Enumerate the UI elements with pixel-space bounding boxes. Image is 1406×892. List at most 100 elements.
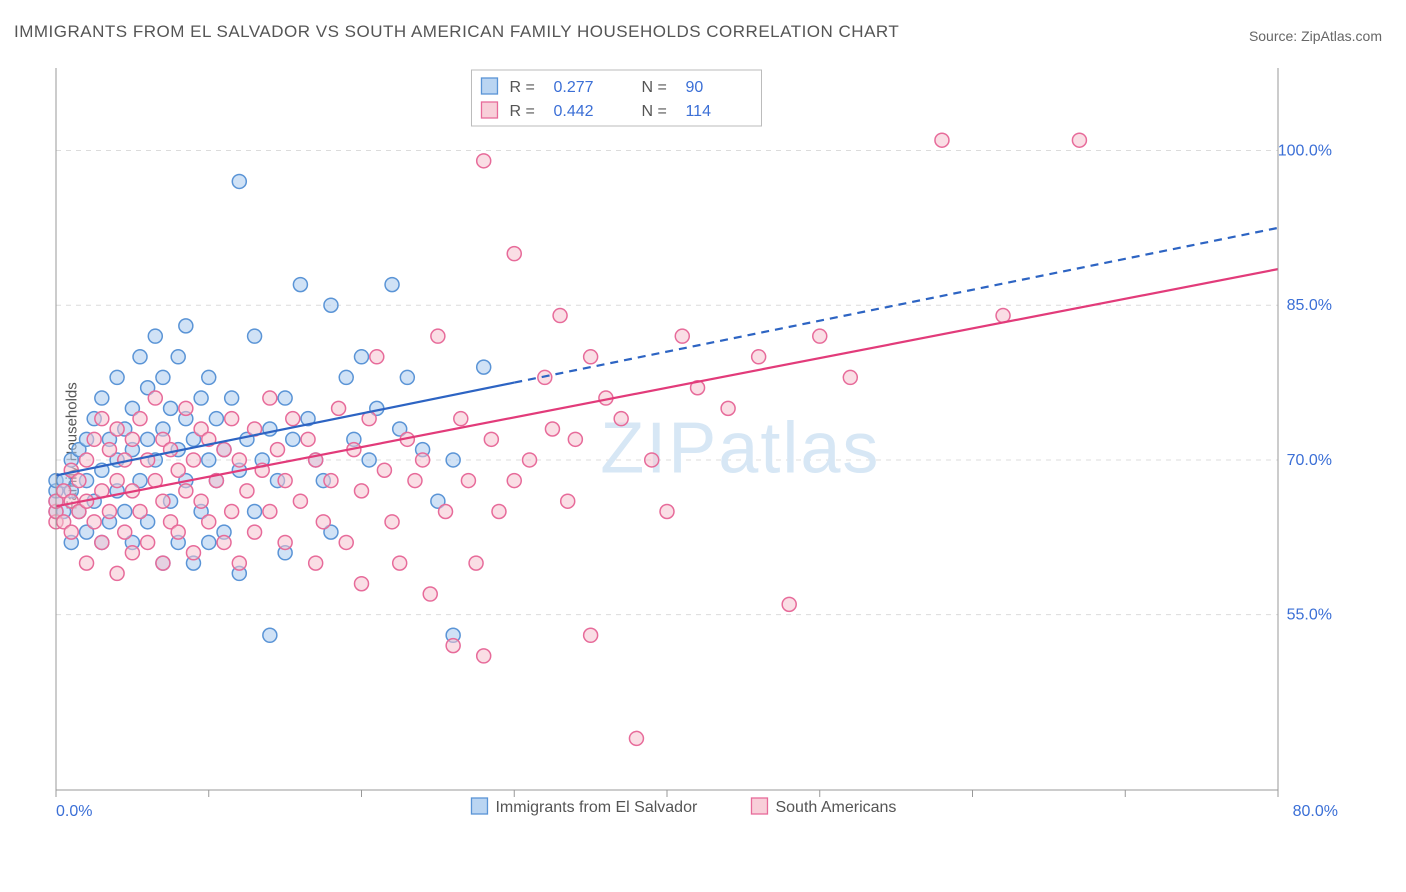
bottom-legend-label: Immigrants from El Salvador xyxy=(495,799,698,816)
data-point xyxy=(645,453,659,467)
data-point xyxy=(439,505,453,519)
data-point xyxy=(248,525,262,539)
data-point xyxy=(393,556,407,570)
data-point xyxy=(431,329,445,343)
data-point xyxy=(843,370,857,384)
data-point xyxy=(125,432,139,446)
data-point xyxy=(110,422,124,436)
data-point xyxy=(179,484,193,498)
data-point xyxy=(133,350,147,364)
data-point xyxy=(148,391,162,405)
data-point xyxy=(217,443,231,457)
data-point xyxy=(935,133,949,147)
data-point xyxy=(171,350,185,364)
data-point xyxy=(118,525,132,539)
data-point xyxy=(355,484,369,498)
data-point xyxy=(156,370,170,384)
data-point xyxy=(248,329,262,343)
legend-r-label: R = xyxy=(509,79,534,96)
data-point xyxy=(545,422,559,436)
legend-n-value: 114 xyxy=(685,103,711,120)
watermark: ZIPatlas xyxy=(600,408,880,488)
data-point xyxy=(217,535,231,549)
data-point xyxy=(523,453,537,467)
data-point xyxy=(232,556,246,570)
data-point xyxy=(263,391,277,405)
data-point xyxy=(324,474,338,488)
data-point xyxy=(507,474,521,488)
y-tick-label: 85.0% xyxy=(1287,297,1332,314)
data-point xyxy=(278,391,292,405)
data-point xyxy=(675,329,689,343)
data-point xyxy=(461,474,475,488)
data-point xyxy=(629,731,643,745)
data-point xyxy=(477,649,491,663)
data-point xyxy=(385,515,399,529)
data-point xyxy=(721,401,735,415)
data-point xyxy=(561,494,575,508)
bottom-legend-swatch xyxy=(471,798,487,814)
legend-r-value: 0.277 xyxy=(553,79,593,96)
x-tick-label: 0.0% xyxy=(56,803,92,820)
data-point xyxy=(232,174,246,188)
data-point xyxy=(202,535,216,549)
data-point xyxy=(385,278,399,292)
legend-swatch xyxy=(481,78,497,94)
chart-title: IMMIGRANTS FROM EL SALVADOR VS SOUTH AME… xyxy=(14,22,899,42)
data-point xyxy=(332,401,346,415)
data-point xyxy=(477,154,491,168)
data-point xyxy=(339,535,353,549)
y-tick-label: 100.0% xyxy=(1278,143,1332,160)
data-point xyxy=(446,453,460,467)
source-label: Source: ZipAtlas.com xyxy=(1249,28,1382,44)
data-point xyxy=(553,309,567,323)
data-point xyxy=(584,350,598,364)
data-point xyxy=(110,566,124,580)
data-point xyxy=(477,360,491,374)
data-point xyxy=(278,535,292,549)
data-point xyxy=(141,432,155,446)
x-tick-label: 80.0% xyxy=(1293,803,1338,820)
data-point xyxy=(446,639,460,653)
data-point xyxy=(813,329,827,343)
data-point xyxy=(110,474,124,488)
data-point xyxy=(286,432,300,446)
data-point xyxy=(309,556,323,570)
data-point xyxy=(614,412,628,426)
data-point xyxy=(164,401,178,415)
data-point xyxy=(148,329,162,343)
data-point xyxy=(484,432,498,446)
data-point xyxy=(408,474,422,488)
data-point xyxy=(141,535,155,549)
data-point xyxy=(752,350,766,364)
data-point xyxy=(202,370,216,384)
data-point xyxy=(377,463,391,477)
data-point xyxy=(95,412,109,426)
data-point xyxy=(660,505,674,519)
data-point xyxy=(454,412,468,426)
data-point xyxy=(225,412,239,426)
data-point xyxy=(179,401,193,415)
data-point xyxy=(80,556,94,570)
data-point xyxy=(179,319,193,333)
data-point xyxy=(286,412,300,426)
data-point xyxy=(156,556,170,570)
data-point xyxy=(293,278,307,292)
data-point xyxy=(248,505,262,519)
data-point xyxy=(423,587,437,601)
data-point xyxy=(186,453,200,467)
data-point xyxy=(80,453,94,467)
legend-n-label: N = xyxy=(641,79,666,96)
data-point xyxy=(133,412,147,426)
data-point xyxy=(339,370,353,384)
data-point xyxy=(171,525,185,539)
source-link[interactable]: ZipAtlas.com xyxy=(1301,28,1382,44)
data-point xyxy=(492,505,506,519)
data-point xyxy=(316,515,330,529)
data-point xyxy=(110,370,124,384)
y-tick-label: 55.0% xyxy=(1287,607,1332,624)
data-point xyxy=(95,391,109,405)
data-point xyxy=(156,494,170,508)
data-point xyxy=(102,443,116,457)
data-point xyxy=(232,453,246,467)
